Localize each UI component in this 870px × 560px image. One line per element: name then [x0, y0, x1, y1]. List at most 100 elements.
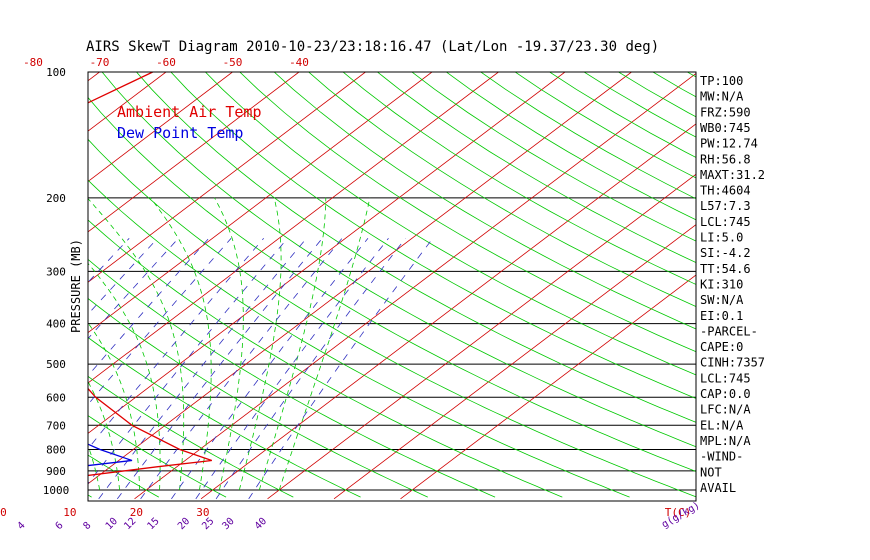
index-entry: TH:4604 [700, 184, 751, 198]
legend: Ambient Air Temp Dew Point Temp [117, 103, 262, 142]
mixing-ratio-label: 6 [54, 520, 66, 532]
dry-adiabat [88, 297, 428, 498]
dry-adiabat [239, 72, 696, 353]
pressure-tick-label: 400 [46, 318, 66, 331]
isotherm [88, 72, 300, 233]
dew-point-temp-line [88, 443, 133, 467]
legend-ambient-air-temp: Ambient Air Temp [117, 103, 262, 121]
dry-adiabat [88, 96, 696, 472]
index-entry: NOT [700, 465, 722, 479]
pressure-tick-label: 700 [46, 419, 66, 432]
plot-frame [87, 71, 697, 502]
moist-adiabat [258, 197, 327, 491]
isotherm [267, 173, 696, 500]
dry-adiabat [514, 72, 696, 179]
index-entry: CAPE:0 [700, 340, 743, 354]
mixing-ratio-label: 8 [81, 520, 93, 532]
dry-adiabat [0, 32, 24, 498]
bottom-temp-unit: T(C) [665, 506, 692, 519]
mixing-ratio-line [88, 238, 179, 340]
moist-adiabat [0, 198, 80, 490]
top-temp-tick-label: -40 [289, 56, 309, 69]
moist-adiabat [88, 262, 161, 491]
dry-adiabat [88, 258, 496, 498]
mixing-ratio-label: 20 [176, 516, 192, 532]
moist-adiabat [214, 197, 244, 491]
pressure-tick-label: 200 [46, 192, 66, 205]
index-entry: CAP:0.0 [700, 387, 751, 401]
isotherm [333, 224, 696, 500]
y-axis-label: PRESSURE (MB) [69, 239, 83, 333]
index-entry: EL:N/A [700, 418, 744, 432]
dry-adiabat [88, 454, 159, 498]
mixing-ratio-line [140, 238, 343, 500]
pressure-tick-label: 500 [46, 358, 66, 371]
index-entry: LCL:745 [700, 215, 751, 229]
mixing-ratio-label: 3 [0, 520, 2, 532]
dry-adiabat [88, 138, 696, 498]
mixing-ratio-label: 30 [220, 516, 236, 532]
bottom-temp-tick-label: 0 [0, 506, 7, 519]
dry-adiabat [376, 72, 696, 264]
dry-adiabat [653, 32, 870, 498]
moist-adiabat [88, 197, 185, 491]
dry-adiabat [308, 72, 696, 307]
index-entry: EI:0.1 [700, 309, 743, 323]
index-entry: CINH:7357 [700, 356, 765, 370]
pressure-tick-label: 1000 [43, 484, 70, 497]
index-entry: LCL:745 [700, 371, 751, 385]
plot-area [0, 32, 870, 500]
mixing-ratio-label: 10 [104, 516, 120, 532]
mixing-ratio-line [0, 238, 27, 499]
legend-dew-point-temp: Dew Point Temp [117, 124, 243, 142]
mixing-ratio-line [88, 238, 210, 377]
pressure-tick-label: 800 [46, 443, 66, 456]
dry-adiabat [88, 219, 563, 498]
index-entry: SI:-4.2 [700, 246, 751, 260]
dry-adiabat [411, 72, 696, 242]
mixing-ratio-line [116, 238, 323, 500]
index-entry: L57:7.3 [700, 199, 751, 213]
index-entry: AVAIL [700, 481, 736, 495]
mixing-ratio-line [171, 238, 369, 500]
mixing-ratio-line [215, 238, 406, 500]
isotherm [88, 72, 433, 334]
index-entry: PW:12.74 [700, 137, 758, 151]
dry-adiabat [135, 72, 696, 423]
index-entry: SW:N/A [700, 293, 744, 307]
mixing-ratio-line [88, 238, 232, 406]
dry-adiabat [88, 415, 227, 498]
mixing-ratio-line [195, 238, 389, 500]
index-entry: LI:5.0 [700, 231, 743, 245]
dry-adiabat [170, 72, 696, 399]
bottom-temp-tick-label: 20 [130, 506, 143, 519]
top-temp-tick-label: -50 [223, 56, 243, 69]
moist-adiabat [0, 198, 20, 490]
isotherm [88, 72, 632, 485]
isotherm [134, 73, 696, 500]
pressure-tick-label: 600 [46, 391, 66, 404]
isotherm [400, 274, 696, 500]
dry-adiabat [88, 179, 630, 498]
isotherm [0, 72, 33, 499]
dry-adiabat [88, 375, 294, 498]
bottom-temp-tick-label: 30 [196, 506, 209, 519]
top-temp-tick-label: -60 [156, 56, 176, 69]
isotherm [88, 72, 233, 182]
moist-adiabat [88, 322, 141, 490]
isotherm [200, 123, 696, 500]
index-entry: FRZ:590 [700, 105, 751, 119]
index-entry: MW:N/A [700, 90, 744, 104]
index-entry: TT:54.6 [700, 262, 751, 276]
mixing-ratio-label: 15 [145, 516, 161, 532]
ambient-air-temp-line [88, 72, 213, 477]
mixing-ratio-label: 40 [253, 516, 269, 532]
bottom-temp-tick-label: 10 [63, 506, 76, 519]
dry-adiabat [88, 336, 361, 498]
chart-title: AIRS SkewT Diagram 2010-10-23/23:18:16.4… [86, 39, 659, 55]
dry-adiabat [583, 72, 696, 138]
index-entry: RH:56.8 [700, 152, 751, 166]
index-entry: -WIND- [700, 450, 743, 464]
index-entry: WB0:745 [700, 121, 751, 135]
